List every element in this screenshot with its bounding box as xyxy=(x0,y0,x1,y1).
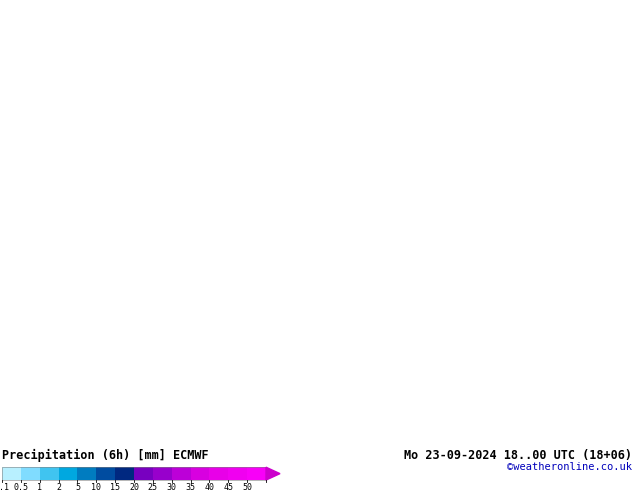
Text: 15: 15 xyxy=(110,483,120,490)
Bar xyxy=(21,467,40,480)
Bar xyxy=(228,467,247,480)
Bar xyxy=(58,467,78,480)
Bar xyxy=(191,467,210,480)
Text: 50: 50 xyxy=(242,483,252,490)
Text: Mo 23-09-2024 18..00 UTC (18+06): Mo 23-09-2024 18..00 UTC (18+06) xyxy=(404,449,632,463)
Text: 20: 20 xyxy=(129,483,139,490)
Bar xyxy=(209,467,229,480)
Text: 35: 35 xyxy=(186,483,195,490)
Bar xyxy=(77,467,96,480)
Text: 5: 5 xyxy=(75,483,80,490)
Bar xyxy=(153,467,172,480)
Text: 0.1: 0.1 xyxy=(0,483,10,490)
Text: 1: 1 xyxy=(37,483,42,490)
Text: 45: 45 xyxy=(223,483,233,490)
Bar xyxy=(2,467,266,480)
Bar xyxy=(2,467,21,480)
Text: 0.5: 0.5 xyxy=(13,483,29,490)
Bar xyxy=(172,467,191,480)
Polygon shape xyxy=(266,467,280,480)
Bar xyxy=(40,467,59,480)
Bar xyxy=(134,467,153,480)
Text: ©weatheronline.co.uk: ©weatheronline.co.uk xyxy=(507,462,632,472)
Bar xyxy=(96,467,115,480)
Text: 10: 10 xyxy=(91,483,101,490)
Text: 25: 25 xyxy=(148,483,158,490)
Text: Precipitation (6h) [mm] ECMWF: Precipitation (6h) [mm] ECMWF xyxy=(2,449,209,463)
Bar xyxy=(247,467,266,480)
Bar xyxy=(115,467,134,480)
Text: 30: 30 xyxy=(167,483,177,490)
Text: 2: 2 xyxy=(56,483,61,490)
Text: 40: 40 xyxy=(204,483,214,490)
